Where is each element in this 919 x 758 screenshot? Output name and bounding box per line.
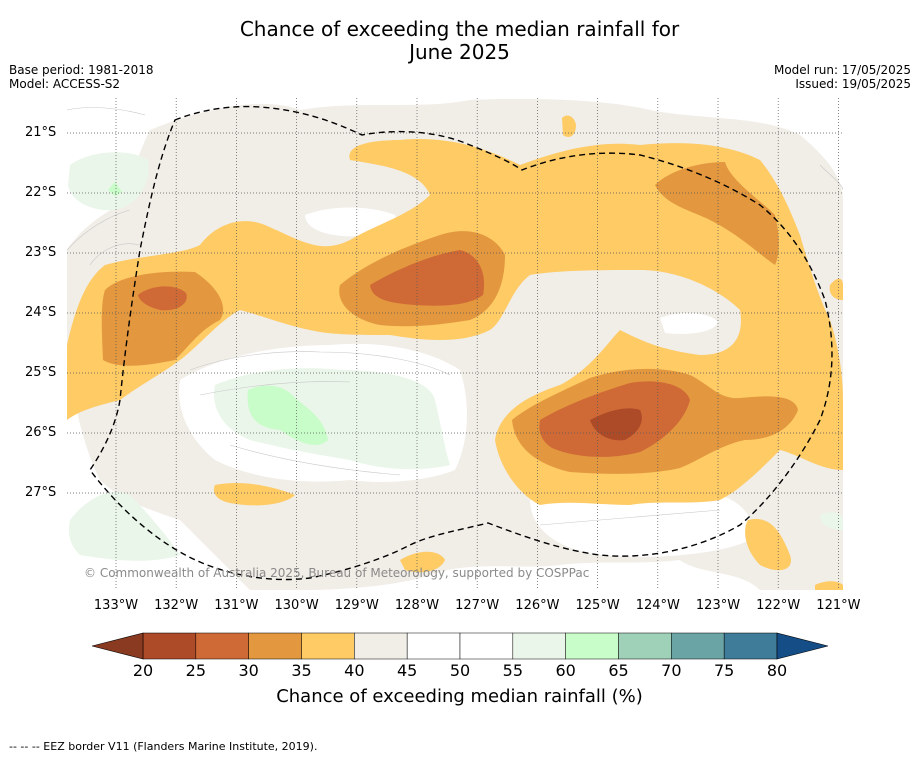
grid-lines bbox=[67, 98, 843, 590]
mid-orange-ne bbox=[655, 162, 779, 265]
colorbar-segment bbox=[142, 632, 197, 660]
white-region-east bbox=[660, 313, 718, 334]
orange-blob-north bbox=[562, 115, 576, 137]
colorbar-title: Chance of exceeding median rainfall (%) bbox=[276, 686, 643, 707]
colorbar-over-arrow bbox=[776, 632, 829, 660]
colorbar-tick-label: 50 bbox=[449, 661, 471, 680]
longitude-label: 133°W bbox=[93, 598, 139, 613]
colorbar-tick-label: 35 bbox=[291, 661, 312, 680]
longitude-label: 129°W bbox=[334, 598, 379, 613]
base-period: Base period: 1981-2018 bbox=[9, 63, 154, 77]
colorbar-tick-label: 60 bbox=[555, 661, 576, 680]
colorbar-segment bbox=[512, 632, 566, 660]
map-title: Chance of exceeding the median rainfall … bbox=[0, 18, 919, 64]
colorbar-tick-label: 75 bbox=[713, 661, 735, 680]
colorbar-segment bbox=[248, 632, 302, 660]
orange-blob-se2 bbox=[815, 581, 843, 590]
green-region-center bbox=[247, 385, 328, 446]
longitude-label: 124°W bbox=[635, 598, 680, 613]
title-line-1: Chance of exceeding the median rainfall … bbox=[239, 17, 680, 41]
orange-blob-sw bbox=[213, 483, 295, 506]
latitude-label: 25°S bbox=[25, 365, 57, 380]
white-region-south bbox=[530, 490, 753, 557]
orange-blob-se1 bbox=[745, 519, 791, 571]
longitude-label: 128°W bbox=[394, 598, 440, 613]
longitude-label: 123°W bbox=[695, 598, 741, 613]
orange-blob-south bbox=[400, 551, 445, 573]
latitude-label: 27°S bbox=[25, 485, 57, 500]
orange-blob-east bbox=[829, 278, 843, 300]
longitude-label: 130°W bbox=[274, 598, 319, 613]
longitude-label: 121°W bbox=[816, 598, 861, 613]
colorbar-segment bbox=[671, 632, 725, 660]
light-green-region-sw bbox=[68, 491, 180, 561]
colorbar-segment bbox=[406, 632, 461, 660]
latitude-label: 21°S bbox=[25, 125, 57, 140]
colorbar-tick-label: 80 bbox=[766, 661, 788, 680]
latitude-label: 23°S bbox=[25, 245, 57, 260]
latitude-label: 24°S bbox=[25, 305, 57, 320]
longitude-label: 131°W bbox=[214, 598, 259, 613]
colorbar-tick-label: 65 bbox=[608, 661, 629, 680]
colorbar-segment bbox=[459, 632, 514, 660]
colorbar-segment bbox=[354, 632, 408, 660]
colorbar bbox=[91, 632, 829, 660]
longitude-label: 125°W bbox=[575, 598, 620, 613]
latitude-label: 22°S bbox=[25, 185, 57, 200]
longitude-label: 132°W bbox=[154, 598, 199, 613]
colorbar-tick-label: 30 bbox=[238, 661, 259, 680]
map-fields bbox=[67, 98, 843, 590]
colorbar-tick-label: 45 bbox=[396, 661, 418, 680]
colorbar-tick-label: 25 bbox=[185, 661, 207, 680]
colorbar-segment bbox=[723, 632, 778, 660]
colorbar-segment bbox=[618, 632, 672, 660]
title-line-2: June 2025 bbox=[409, 40, 510, 64]
mid-orange-west bbox=[101, 271, 224, 366]
model-run: Model run: 17/05/2025 bbox=[773, 63, 911, 77]
eez-border bbox=[89, 105, 833, 581]
meta-left: Base period: 1981-2018 Model: ACCESS-S2 bbox=[9, 63, 154, 91]
colorbar-tick-label: 40 bbox=[344, 661, 365, 680]
longitude-label: 122°W bbox=[756, 598, 801, 613]
dark-orange-center bbox=[370, 250, 485, 306]
light-green-region-se bbox=[820, 512, 843, 530]
meta-right: Model run: 17/05/2025 Issued: 19/05/2025 bbox=[774, 63, 911, 91]
longitude-label: 126°W bbox=[515, 598, 560, 613]
colorbar-tick-label: 70 bbox=[661, 661, 682, 680]
dark-orange-west bbox=[138, 286, 187, 311]
green-region-nw bbox=[108, 182, 122, 196]
colorbar-tick-label: 55 bbox=[502, 661, 524, 680]
contour-lines bbox=[67, 107, 843, 526]
colorbar-tick-label: 20 bbox=[132, 661, 154, 680]
issued-date: Issued: 19/05/2025 bbox=[795, 77, 911, 91]
colorbar-segment bbox=[565, 632, 619, 660]
colorbar-segment bbox=[195, 632, 249, 660]
eez-footnote: -- -- -- EEZ border V11 (Flanders Marine… bbox=[9, 740, 318, 753]
colorbar-segment bbox=[301, 632, 355, 660]
colorbar-under-arrow bbox=[91, 632, 144, 660]
latitude-label: 26°S bbox=[25, 425, 57, 440]
copyright-notice: © Commonwealth of Australia 2025, Bureau… bbox=[84, 566, 590, 580]
model-name: Model: ACCESS-S2 bbox=[9, 77, 121, 91]
light-green-region-nw bbox=[68, 152, 149, 211]
darkest-region-se bbox=[590, 408, 642, 441]
longitude-label: 127°W bbox=[455, 598, 500, 613]
